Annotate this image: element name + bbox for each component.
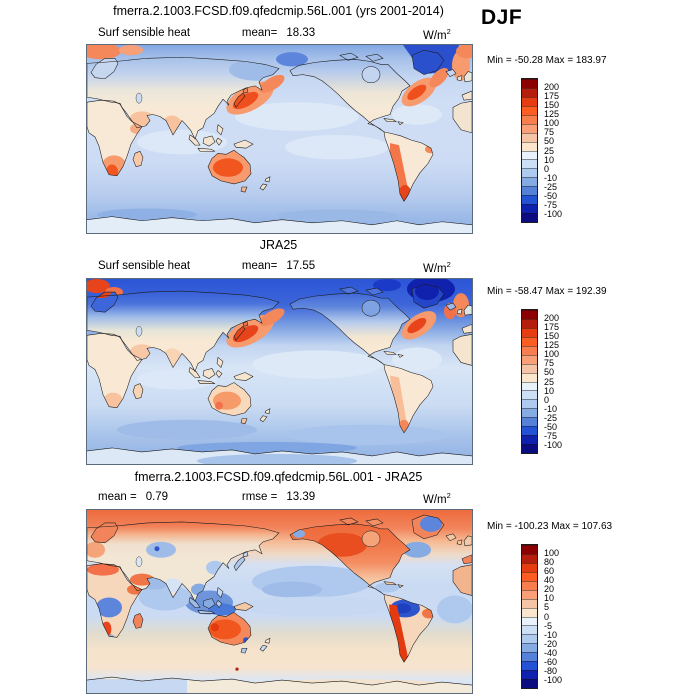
panel1-title: fmerra.2.1003.FCSD.f09.qfedcmip.56L.001 … — [113, 4, 444, 18]
panel2-units: W/m2 — [423, 260, 451, 275]
minmax-model: Min = -50.28 Max = 183.97 — [487, 55, 607, 66]
colorbar-swatches — [521, 78, 538, 223]
colorbar-model: Min = -50.28 Max = 183.97 200 175 150 125 10… — [487, 55, 607, 230]
panel2-variable-label: Surf sensible heat — [98, 260, 191, 272]
panel2-mean: mean= 17.55 — [241, 260, 316, 272]
panel3-mean: mean = 0.79 — [98, 491, 169, 503]
map-difference — [86, 509, 473, 694]
colorbar-tick-labels: 200 175 150 125 100 75 50 25 10 0 -10 -25 -50 -75 -100 — [544, 82, 563, 219]
colorbar-swatches — [521, 309, 538, 454]
panel3-title: fmerra.2.1003.FCSD.f09.qfedcmip.56L.001 … — [134, 470, 423, 484]
map-reference — [86, 278, 473, 465]
colorbar-reference: Min = -58.47 Max = 192.39 200 175 150 125 10… — [487, 286, 607, 461]
colorbar-swatches — [521, 544, 538, 689]
panel1-mean: mean= 18.33 — [241, 27, 316, 39]
minmax-difference: Min = -100.23 Max = 107.63 — [487, 521, 613, 532]
season-label: DJF — [481, 6, 523, 29]
colorbar-tick-labels: 100 80 60 40 20 10 5 0 -5 -10 -20 -40 -60 -80 -100 — [544, 548, 563, 685]
panel1-variable-label: Surf sensible heat — [98, 27, 191, 39]
map-model — [86, 44, 473, 234]
panel1-units: W/m2 — [423, 27, 451, 42]
panel3-units: W/m2 — [423, 491, 451, 506]
panel3-rmse: rmse = 13.39 — [241, 491, 316, 503]
colorbar-difference: Min = -100.23 Max = 107.63 100 80 60 40 20 10… — [487, 521, 612, 696]
colorbar-tick-labels: 200 175 150 125 100 75 50 25 10 0 -10 -25 -50 -75 -100 — [544, 313, 563, 450]
panel2-title: JRA25 — [259, 238, 298, 252]
minmax-reference: Min = -58.47 Max = 192.39 — [487, 286, 607, 297]
